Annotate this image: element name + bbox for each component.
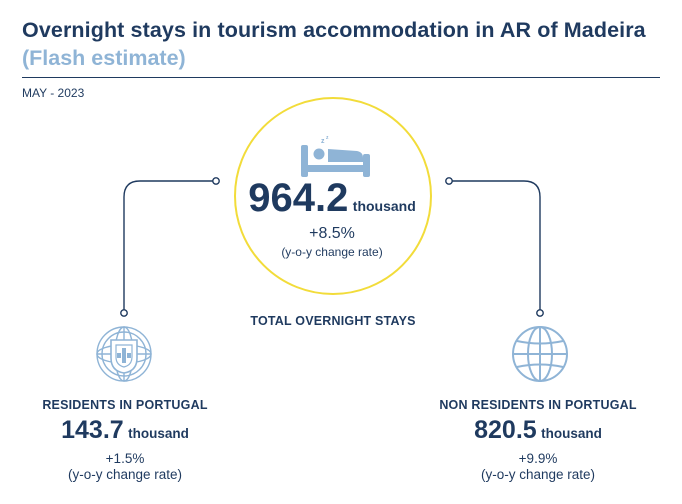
residents-change-label: (y-o-y change rate) <box>67 467 183 482</box>
right-connector <box>449 180 541 312</box>
non-residents-caption: NON RESIDENTS IN PORTUGAL <box>439 398 637 412</box>
period-label: MAY - 2023 <box>22 86 85 100</box>
right-connector-dot-bottom <box>536 309 544 317</box>
svg-text:z: z <box>321 138 325 145</box>
total-unit: thousand <box>352 198 416 214</box>
bed-icon: z z <box>301 135 370 177</box>
non-residents-block: NON RESIDENTS IN PORTUGAL 820.5 thousand… <box>408 398 668 482</box>
portugal-shield-icon <box>96 326 152 382</box>
title-divider <box>22 77 660 78</box>
right-connector-dot-top <box>445 177 453 185</box>
non-residents-value: 820.5 <box>474 416 537 444</box>
total-change: +8.5% <box>309 225 355 242</box>
residents-caption: RESIDENTS IN PORTUGAL <box>42 398 208 412</box>
residents-value: 143.7 <box>61 416 124 444</box>
total-circle <box>234 97 432 295</box>
globe-icon <box>512 326 568 382</box>
left-connector-dot-bottom <box>120 309 128 317</box>
residents-block: RESIDENTS IN PORTUGAL 143.7 thousand +1.… <box>0 398 255 482</box>
total-change-label: (y-o-y change rate) <box>281 245 383 259</box>
page-subtitle: (Flash estimate) <box>22 46 186 70</box>
left-connector-dot-top <box>212 177 220 185</box>
left-connector <box>123 180 216 312</box>
svg-text:z: z <box>326 135 329 141</box>
residents-unit: thousand <box>128 426 189 441</box>
total-value: 964.2 <box>248 176 349 220</box>
total-value-row: 964.2 thousand <box>232 176 432 221</box>
residents-change: +1.5% <box>105 451 145 466</box>
non-residents-unit: thousand <box>541 426 602 441</box>
total-caption: TOTAL OVERNIGHT STAYS <box>250 314 416 328</box>
non-residents-change-label: (y-o-y change rate) <box>480 467 596 482</box>
non-residents-change: +9.9% <box>518 451 558 466</box>
page-title: Overnight stays in tourism accommodation… <box>22 18 646 42</box>
